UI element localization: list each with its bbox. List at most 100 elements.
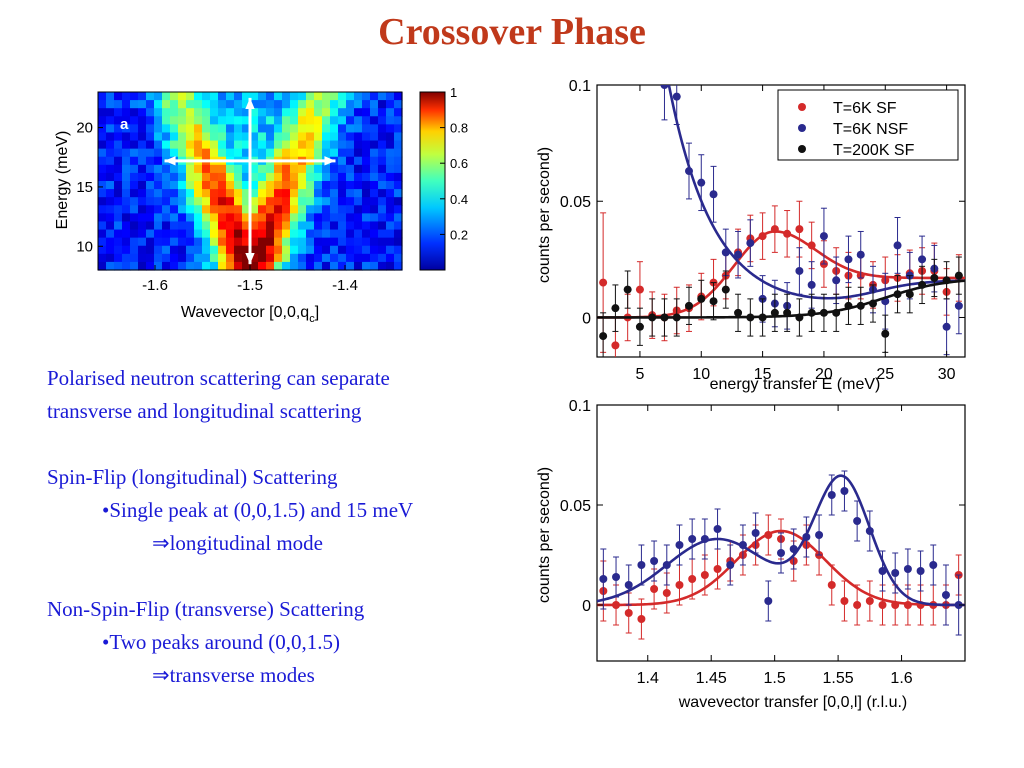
heatmap-cell (346, 172, 355, 182)
heatmap-cell (378, 237, 387, 247)
heatmap-cell (370, 189, 379, 198)
heatmap-cell (146, 189, 155, 198)
heatmap-cell (386, 140, 395, 150)
heatmap-cell (170, 172, 179, 182)
heatmap-cell (130, 108, 139, 117)
data-point (721, 248, 730, 257)
heatmap-cell (250, 172, 259, 182)
heatmap-cell (202, 181, 211, 190)
heatmap-cell (346, 132, 355, 142)
heatmap-cell (210, 261, 219, 271)
heatmap-cell (210, 172, 219, 182)
heatmap-cell (114, 156, 123, 166)
data-point (637, 561, 646, 569)
x-tick-label: -1.5 (237, 277, 263, 294)
heatmap-cell (258, 213, 267, 223)
heatmap-cell (394, 245, 403, 255)
heatmap-cell (210, 221, 219, 231)
heatmap-cell (386, 92, 395, 101)
heatmap-cell (98, 108, 107, 117)
heatmap-cell (338, 92, 347, 101)
heatmap-cell (370, 132, 379, 142)
heatmap-cell (362, 108, 371, 117)
heatmap-cell (98, 116, 107, 125)
heatmap-cell (298, 100, 307, 109)
heatmap-cell (234, 221, 243, 231)
heatmap-cell (298, 237, 307, 247)
heatmap-cell (202, 237, 211, 247)
heatmap-cell (338, 221, 347, 231)
heatmap-cell (354, 181, 363, 190)
heatmap-cell (106, 92, 115, 101)
heatmap-cell (378, 189, 387, 198)
heatmap-cell (250, 229, 259, 239)
data-point (738, 541, 747, 549)
heatmap-cell (306, 164, 315, 174)
data-point (832, 308, 841, 317)
heatmap-cell (162, 221, 171, 231)
heatmap-cell (282, 108, 291, 117)
heatmap-cell (218, 148, 227, 158)
heatmap-cell (162, 181, 171, 190)
heatmap-cell (202, 116, 211, 125)
heatmap-cell (106, 197, 115, 206)
heatmap-cell (106, 181, 115, 190)
heatmap-cell (314, 229, 323, 239)
heatmap-cell (322, 221, 331, 231)
heatmap-cell (306, 116, 315, 125)
heatmap-cell (210, 205, 219, 214)
heatmap-cell (210, 253, 219, 263)
heatmap-cell (346, 108, 355, 117)
data-point (942, 276, 951, 285)
heatmap-cell (202, 140, 211, 150)
heatmap-cell (202, 245, 211, 255)
heatmap-cell (234, 189, 243, 198)
heatmap-cell (170, 197, 179, 206)
heatmap-cell (98, 229, 107, 239)
heatmap-cell (138, 189, 147, 198)
heatmap-cell (298, 164, 307, 174)
heatmap-cell (146, 245, 155, 255)
heatmap-cell (370, 148, 379, 158)
heatmap-cell (122, 197, 131, 206)
heatmap-cell (98, 237, 107, 247)
heatmap-cell (314, 108, 323, 117)
heatmap-cell (242, 148, 251, 158)
heatmap-cell (378, 229, 387, 239)
heatmap-cell (154, 124, 163, 134)
non-spin-flip-bullet: •Two peaks around (0,0,1.5) (102, 630, 340, 654)
heatmap-cell (314, 205, 323, 214)
heatmap-cell (394, 229, 403, 239)
heatmap-cell (98, 172, 107, 182)
heatmap-cell (202, 92, 211, 101)
heatmap-cell (370, 213, 379, 223)
heatmap-cell (330, 132, 339, 142)
data-point (764, 531, 773, 539)
data-point (624, 609, 633, 617)
heatmap-cell (370, 172, 379, 182)
heatmap-cell (122, 237, 131, 247)
heatmap-cell (114, 237, 123, 247)
heatmap-cell (218, 197, 227, 206)
heatmap-cell (202, 132, 211, 142)
heatmap-cell (394, 116, 403, 125)
y-tick-label: 0 (582, 310, 591, 327)
heatmap-cell (250, 237, 259, 247)
heatmap-cell (162, 229, 171, 239)
heatmap-cell (170, 213, 179, 223)
heatmap-cell (138, 245, 147, 255)
heatmap-cell (138, 108, 147, 117)
heatmap-cell (250, 140, 259, 150)
heatmap-cell (362, 237, 371, 247)
heatmap-cell (162, 92, 171, 101)
data-point (635, 285, 644, 294)
data-point (941, 591, 950, 599)
heatmap-cell (354, 197, 363, 206)
data-point (954, 601, 963, 609)
heatmap-cell (242, 140, 251, 150)
heatmap-cell (346, 213, 355, 223)
heatmap-cell (218, 205, 227, 214)
data-point (795, 266, 804, 275)
heatmap-cell (242, 172, 251, 182)
heatmap-cell (386, 148, 395, 158)
